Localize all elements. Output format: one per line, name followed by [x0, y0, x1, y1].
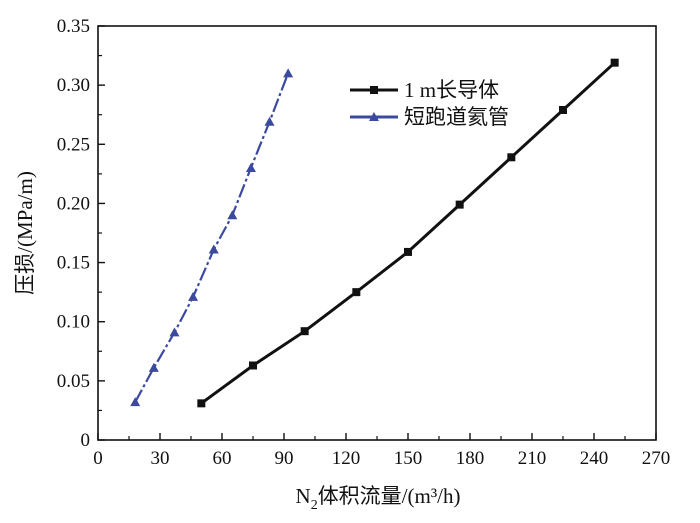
x-axis-title-subscript: 2	[311, 498, 318, 513]
data-point-triangle	[227, 210, 238, 220]
x-axis-ticks: 0 30 60 90 120 150 180 210 240 270	[93, 433, 670, 469]
data-point-triangle	[169, 327, 180, 337]
data-point-triangle	[264, 116, 275, 126]
x-tick-label: 0	[93, 448, 103, 469]
y-axis-title: 压损/(MPa/m)	[13, 171, 37, 295]
data-point-triangle	[245, 162, 256, 172]
data-point-square	[300, 327, 309, 336]
data-point-triangle	[188, 291, 199, 301]
x-tick-label: 150	[394, 448, 423, 469]
x-tick-label: 210	[518, 448, 547, 469]
y-tick-label: 0.10	[57, 312, 90, 333]
x-axis-title: N2体积流量/(m³/h)	[296, 484, 461, 513]
x-tick-label: 270	[642, 448, 671, 469]
data-point-triangle	[148, 362, 159, 372]
series-line-2	[134, 72, 290, 403]
legend-marker-triangle	[369, 112, 379, 121]
series-layer	[130, 58, 619, 408]
x-tick-label: 60	[213, 448, 232, 469]
y-tick-label: 0.05	[57, 371, 90, 392]
x-tick-label: 180	[456, 448, 485, 469]
data-point-triangle	[208, 244, 219, 254]
x-tick-label: 120	[332, 448, 361, 469]
data-point-triangle	[130, 397, 141, 407]
y-axis-ticks: 0 0.05 0.10 0.15 0.20 0.25 0.30 0.35	[57, 16, 105, 451]
data-point-square	[352, 288, 361, 297]
legend: 1 m长导体 短跑道氦管	[350, 78, 509, 129]
data-point-square	[559, 105, 567, 114]
legend-marker-square	[370, 86, 378, 94]
data-point-square	[249, 361, 257, 370]
data-point-square	[610, 58, 619, 67]
y-tick-label: 0.20	[57, 193, 90, 214]
data-point-square	[455, 200, 464, 209]
x-axis-title-main: N	[296, 484, 311, 508]
x-tick-label: 240	[580, 448, 609, 469]
y-tick-label: 0	[81, 430, 91, 451]
x-tick-label: 90	[275, 448, 294, 469]
x-axis-title-rest: 体积流量/(m³/h)	[318, 484, 461, 508]
y-tick-label: 0.15	[57, 253, 90, 274]
data-point-triangle	[283, 68, 294, 78]
y-tick-label: 0.25	[57, 134, 90, 155]
data-point-square	[507, 153, 516, 162]
legend-label-conductor: 1 m长导体	[404, 78, 499, 102]
y-tick-label: 0.30	[57, 75, 90, 96]
y-tick-label: 0.35	[57, 16, 90, 37]
data-point-square	[197, 399, 206, 408]
x-tick-label: 30	[151, 448, 170, 469]
data-point-square	[404, 247, 412, 256]
legend-label-helium: 短跑道氦管	[404, 105, 509, 129]
